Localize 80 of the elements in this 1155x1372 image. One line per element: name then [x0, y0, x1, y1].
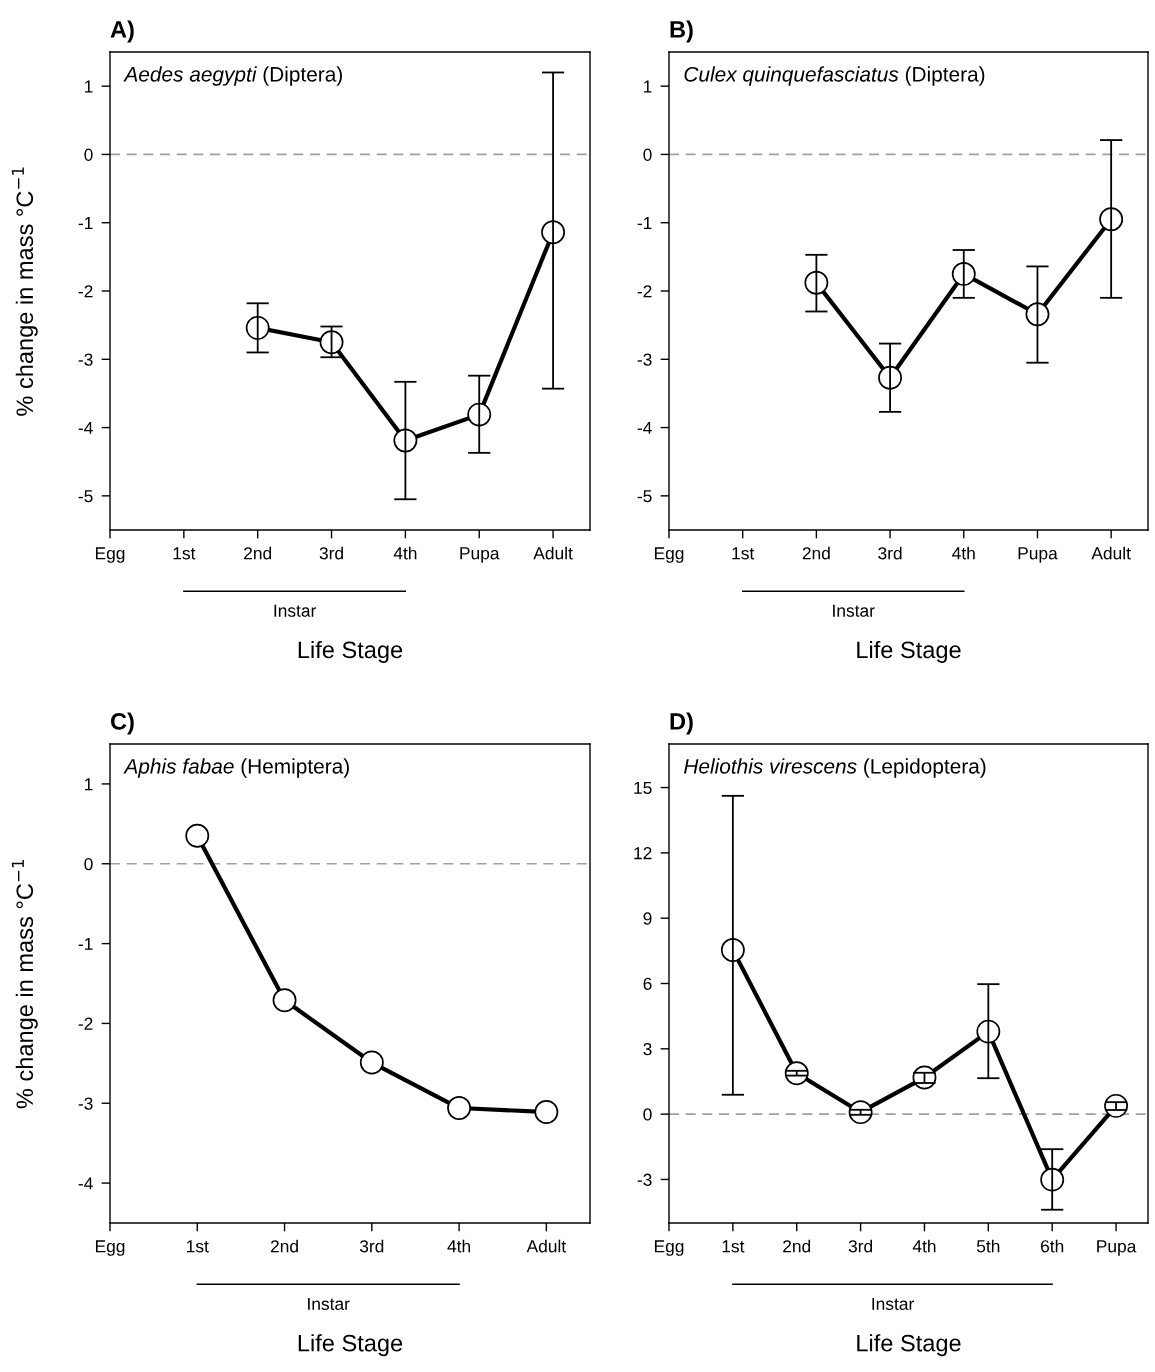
y-tick-label: 0 [643, 148, 652, 161]
y-axis-title: % change in mass °C$^{−1}$ [11, 860, 38, 1109]
x-axis-title: Life Stage [298, 640, 403, 663]
y-tick-label: 0 [84, 857, 93, 871]
y-tick-label: 0 [643, 1108, 652, 1121]
point [1025, 302, 1050, 327]
y-tick-label: 6 [643, 977, 652, 990]
y-tick-label: -3 [78, 353, 93, 366]
x-tick-label: Egg [95, 1240, 125, 1256]
text: Instar [833, 604, 875, 617]
y-tick-label: 1 [644, 80, 652, 93]
y-tick-label: -2 [637, 285, 652, 298]
y-tick-label: 1 [85, 778, 93, 791]
chart-title: B) [670, 20, 693, 43]
x-tick-label: 3rd [878, 546, 902, 560]
chart-title: D) [670, 712, 693, 735]
point [185, 823, 210, 848]
x-tick-label: 2nd [802, 546, 830, 560]
x-axis-title: Life Stage [298, 1334, 403, 1357]
point [319, 330, 344, 355]
y-tick-label: -1 [637, 217, 652, 229]
y-axis-title: % change in mass °C$^{−1}$ [11, 167, 38, 416]
x-axis-title: Life Stage [857, 1334, 961, 1357]
x-tick-label: 3rd [359, 1239, 384, 1253]
text: Instar [308, 1297, 350, 1310]
x-tick-label: 3rd [319, 546, 343, 560]
x-tick-label: 2nd [270, 1239, 298, 1253]
y-tick-label: 15 [634, 781, 652, 795]
x-tick-label: Egg [95, 547, 125, 563]
text: Instar [274, 604, 317, 617]
x-tick-label: 6th [1041, 1239, 1064, 1253]
y-tick-label: -3 [78, 1097, 93, 1110]
x-tick-label: Egg [654, 1240, 684, 1256]
x-tick-label: 1st [722, 1240, 745, 1253]
x-tick-label: 3rd [848, 1239, 873, 1253]
y-tick-label: -5 [78, 490, 93, 503]
x-axis-title: Life Stage [857, 640, 961, 663]
y-tick-label: -4 [637, 421, 652, 434]
text: Aedes aegypti (Diptera) [123, 66, 342, 86]
y-tick-label: -1 [78, 937, 93, 950]
x-tick-label: 4th [912, 1239, 936, 1253]
y-tick-label: 1 [85, 80, 93, 93]
x-tick-label: Adult [533, 546, 573, 560]
point [534, 1100, 559, 1124]
x-tick-label: Adult [1091, 546, 1131, 560]
y-tick-label: -3 [637, 353, 652, 366]
x-tick-label: Adult [526, 1239, 567, 1253]
x-tick-label: Pupa [1097, 1240, 1137, 1256]
y-tick-label: -5 [637, 490, 652, 503]
x-tick-label: 5th [976, 1239, 1000, 1253]
chart-title: C) [110, 712, 134, 735]
y-tick-label: 9 [643, 912, 652, 925]
text: Aphis fabae (Hemiptera) [123, 758, 349, 778]
x-tick-label: 4th [393, 546, 417, 560]
x-tick-label: Egg [654, 547, 684, 563]
text: Instar [872, 1297, 914, 1310]
x-tick-label: 4th [952, 546, 975, 560]
chart-title: A) [110, 20, 134, 43]
point [447, 1096, 472, 1120]
x-tick-label: 4th [447, 1239, 471, 1253]
y-tick-label: 12 [634, 847, 652, 860]
x-tick-label: 2nd [244, 546, 272, 560]
y-tick-label: -2 [78, 285, 93, 298]
text: Heliothis virescens (Lepidoptera) [684, 758, 986, 778]
x-tick-label: Pupa [1018, 547, 1058, 563]
y-tick-label: -1 [78, 217, 93, 229]
point [272, 988, 297, 1013]
text: Culex quinquefasciatus (Diptera) [684, 66, 985, 86]
y-tick-label: 3 [643, 1042, 652, 1056]
point [359, 1050, 384, 1075]
x-tick-label: Pupa [460, 547, 500, 563]
y-tick-label: -4 [78, 1177, 93, 1190]
y-tick-label: -4 [78, 421, 93, 434]
x-tick-label: 1st [173, 547, 196, 560]
x-tick-label: 1st [187, 1240, 209, 1253]
y-tick-label: -3 [637, 1173, 652, 1186]
y-tick-label: 0 [84, 148, 93, 161]
y-tick-label: -2 [78, 1017, 93, 1030]
x-tick-label: 2nd [783, 1239, 811, 1253]
x-tick-label: 1st [732, 547, 755, 560]
